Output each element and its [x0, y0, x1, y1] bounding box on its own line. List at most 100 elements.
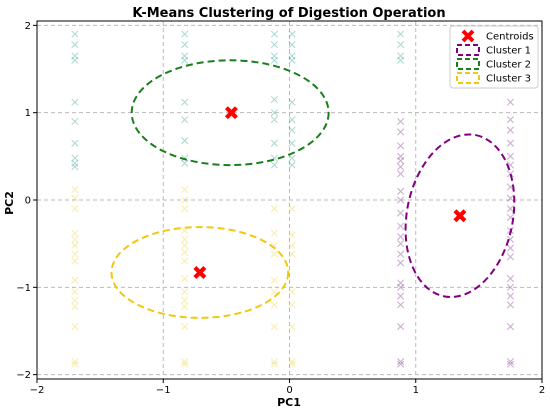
data-point	[288, 250, 296, 258]
cluster-ellipse	[130, 59, 330, 167]
data-point	[71, 357, 79, 366]
data-point	[181, 323, 189, 331]
data-point	[397, 163, 405, 171]
data-point	[181, 98, 189, 106]
data-point	[288, 231, 296, 239]
data-point	[288, 301, 296, 309]
data-point	[181, 248, 189, 256]
y-tick-label: 0	[25, 196, 31, 207]
data-point	[397, 209, 405, 217]
data-point	[397, 30, 405, 38]
data-point	[506, 357, 515, 366]
legend-label: Centroids	[486, 32, 534, 43]
data-point	[71, 205, 79, 213]
data-point	[288, 241, 296, 249]
data-point	[71, 323, 79, 331]
x-tick-label: 0	[286, 385, 292, 396]
data-point	[270, 161, 278, 169]
legend-swatch	[456, 58, 480, 70]
y-tick-label: 2	[25, 21, 31, 32]
data-point	[506, 98, 515, 106]
chart-title: K-Means Clustering of Digestion Operatio…	[132, 6, 445, 21]
data-point	[181, 257, 189, 265]
data-point	[288, 323, 296, 331]
data-point	[181, 205, 189, 213]
y-axis-label: PC2	[3, 191, 16, 215]
data-point	[71, 139, 79, 147]
data-point	[71, 250, 79, 258]
data-point	[288, 205, 296, 213]
data-point	[397, 187, 405, 195]
centroid-marker	[224, 106, 238, 120]
data-point	[181, 274, 189, 283]
data-point	[397, 240, 405, 248]
x-tick-label: −2	[30, 385, 45, 396]
data-point	[270, 301, 278, 309]
data-point	[270, 229, 278, 237]
data-point	[71, 229, 79, 237]
data-point	[71, 276, 79, 284]
data-point	[181, 154, 189, 162]
data-point	[397, 323, 405, 331]
data-point	[71, 296, 79, 305]
data-point	[288, 116, 296, 124]
data-point	[397, 222, 405, 230]
legend-label: Cluster 1	[486, 46, 531, 57]
data-point	[397, 157, 405, 165]
data-point	[397, 142, 405, 150]
data-point	[397, 250, 405, 258]
legend: Centroids Cluster 1 Cluster 2 Cluster 3	[449, 25, 539, 89]
data-point	[506, 360, 515, 368]
data-point	[288, 126, 296, 134]
data-point	[270, 52, 278, 60]
data-point	[397, 152, 405, 160]
data-point	[71, 52, 79, 60]
data-point	[181, 137, 189, 145]
legend-label: Cluster 3	[486, 74, 531, 85]
data-point	[181, 30, 189, 38]
data-point	[181, 196, 189, 204]
data-point	[506, 292, 515, 300]
data-point	[181, 52, 189, 60]
data-point	[288, 288, 296, 296]
data-point	[506, 205, 515, 213]
data-point	[270, 360, 278, 368]
data-point	[397, 56, 405, 64]
cluster-ellipse	[110, 226, 290, 319]
data-point	[270, 95, 278, 104]
y-tick-label: 1	[25, 108, 31, 119]
data-point	[71, 241, 79, 249]
data-point	[288, 40, 296, 49]
data-point	[270, 56, 278, 64]
data-point	[181, 357, 189, 366]
data-point	[506, 253, 515, 261]
data-point	[71, 159, 79, 167]
axis-ticks: −2 −1 0 1 2 −2 −1 0 1 2	[16, 21, 545, 396]
data-point	[181, 241, 189, 249]
data-point	[71, 288, 79, 296]
data-point	[71, 302, 79, 311]
data-point	[181, 56, 189, 64]
data-point	[288, 56, 296, 64]
data-point	[270, 357, 278, 366]
data-point	[270, 276, 278, 284]
data-point	[181, 302, 189, 311]
data-point	[270, 30, 278, 38]
legend-swatch	[456, 72, 480, 84]
data-point	[181, 360, 189, 368]
x-axis-label: PC1	[277, 396, 301, 409]
data-point	[288, 98, 296, 106]
data-point	[71, 40, 79, 49]
data-point	[397, 40, 405, 49]
data-point	[288, 154, 296, 162]
data-point	[181, 159, 189, 167]
data-point	[397, 196, 405, 204]
data-point	[506, 323, 515, 331]
data-point	[71, 56, 79, 64]
data-point	[270, 323, 278, 331]
data-point	[181, 235, 189, 243]
data-point	[288, 52, 296, 60]
data-point	[270, 139, 278, 147]
data-point	[288, 161, 296, 169]
